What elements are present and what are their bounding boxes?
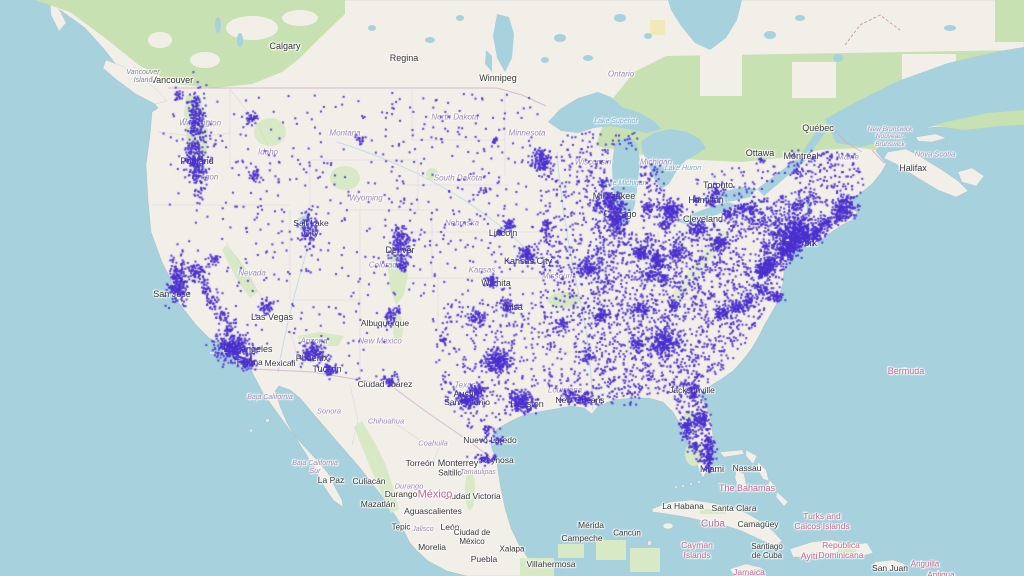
bermuda-shape <box>902 366 907 370</box>
